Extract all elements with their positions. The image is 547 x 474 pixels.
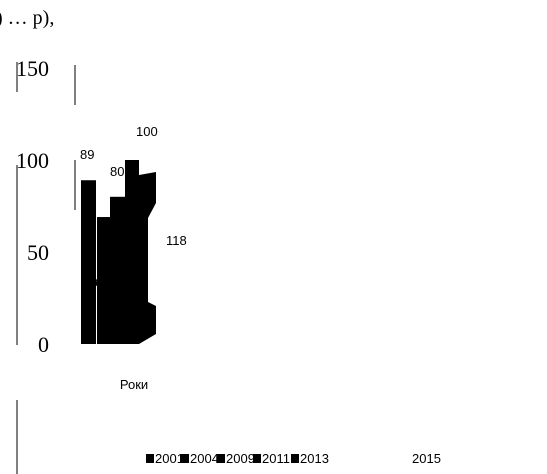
x-axis-title: Роки — [120, 377, 148, 392]
data-label-2013: 118 — [166, 233, 187, 248]
legend-label-2001: 2001 — [155, 451, 184, 466]
data-label-2001: 89 — [80, 147, 94, 162]
data-label-2004: 69 — [95, 275, 109, 290]
bars — [81, 160, 156, 344]
data-label-2015: 9 — [136, 234, 143, 249]
legend-label-2011: 2011 — [262, 451, 290, 466]
bar-2004 — [97, 217, 110, 344]
legend-label-2015: 2015 — [412, 451, 441, 466]
bar-2001 — [81, 180, 96, 344]
data-label-2011: 100 — [136, 124, 158, 139]
legend-swatch-2001 — [146, 454, 154, 463]
y-tick-label: 0 — [38, 332, 49, 357]
bar-2009 — [110, 196, 126, 344]
data-labels: 89 69 80 100 118 9 — [80, 124, 187, 290]
legend-swatch-2004 — [181, 454, 189, 463]
legend: 2001 2004 2009 2011 2013 2015 — [146, 451, 441, 466]
page-header-fragment: ) … р), — [0, 7, 54, 29]
y-tick-label: 150 — [16, 56, 49, 81]
legend-swatch-2011 — [253, 454, 261, 463]
chart-frame — [16, 62, 76, 474]
data-label-2009: 80 — [110, 164, 124, 179]
legend-swatch-2013 — [291, 454, 299, 463]
legend-label-2004: 2004 — [190, 451, 219, 466]
bar-2013 — [139, 172, 156, 344]
bar-2011 — [125, 160, 139, 344]
y-axis-ticks: 0 50 100 150 — [16, 56, 49, 357]
legend-swatch-2009 — [217, 454, 225, 463]
legend-label-2013: 2013 — [300, 451, 329, 466]
legend-label-2009: 2009 — [226, 451, 255, 466]
y-tick-label: 50 — [27, 240, 49, 265]
y-tick-label: 100 — [16, 148, 49, 173]
